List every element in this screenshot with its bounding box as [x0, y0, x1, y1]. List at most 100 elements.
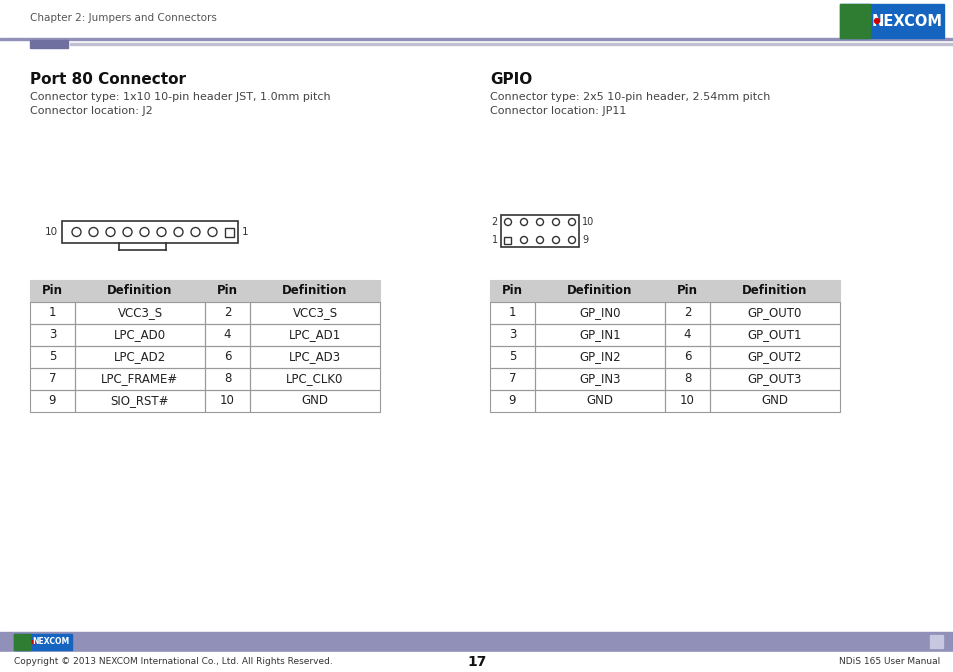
- Bar: [75, 302, 205, 324]
- Text: GP_IN2: GP_IN2: [578, 351, 620, 364]
- Bar: [535, 324, 664, 346]
- Bar: [490, 324, 535, 346]
- Bar: [250, 302, 379, 324]
- Text: LPC_FRAME#: LPC_FRAME#: [101, 372, 178, 386]
- Text: 4: 4: [683, 329, 691, 341]
- Bar: [0, 0, 953, 38]
- Text: GND: GND: [760, 394, 788, 407]
- Text: LPC_AD2: LPC_AD2: [113, 351, 166, 364]
- Bar: [504, 237, 511, 243]
- Text: Connector location: JP11: Connector location: JP11: [490, 106, 626, 116]
- Bar: [664, 346, 709, 368]
- Text: Chapter 2: Jumpers and Connectors: Chapter 2: Jumpers and Connectors: [30, 13, 216, 23]
- Text: 9: 9: [508, 394, 516, 407]
- Bar: [535, 390, 664, 412]
- Text: VCC3_S: VCC3_S: [293, 306, 337, 319]
- Bar: [205, 280, 250, 302]
- Bar: [250, 324, 379, 346]
- Text: 2: 2: [224, 306, 231, 319]
- Bar: [709, 324, 840, 346]
- Bar: [75, 280, 205, 302]
- Bar: [75, 324, 205, 346]
- Text: 6: 6: [224, 351, 231, 364]
- Bar: [205, 390, 250, 412]
- Bar: [30, 368, 75, 390]
- Bar: [0, 38, 953, 40]
- Bar: [70, 43, 953, 44]
- Text: GP_OUT2: GP_OUT2: [747, 351, 801, 364]
- Bar: [664, 368, 709, 390]
- Text: GND: GND: [301, 394, 328, 407]
- Bar: [709, 302, 840, 324]
- Bar: [664, 302, 709, 324]
- Circle shape: [32, 640, 36, 644]
- Text: 1: 1: [492, 235, 497, 245]
- Text: 1: 1: [508, 306, 516, 319]
- Text: 6: 6: [683, 351, 691, 364]
- Text: GP_OUT3: GP_OUT3: [747, 372, 801, 386]
- Bar: [664, 390, 709, 412]
- Bar: [30, 302, 75, 324]
- Bar: [664, 280, 709, 302]
- Text: 10: 10: [581, 217, 594, 227]
- Bar: [250, 346, 379, 368]
- Bar: [30, 324, 75, 346]
- Text: GP_OUT1: GP_OUT1: [747, 329, 801, 341]
- Text: GP_IN0: GP_IN0: [578, 306, 620, 319]
- Bar: [205, 324, 250, 346]
- Bar: [75, 368, 205, 390]
- Text: NEXCOM: NEXCOM: [32, 638, 70, 646]
- Text: NEXCOM: NEXCOM: [871, 13, 942, 28]
- Text: 1: 1: [242, 227, 249, 237]
- Text: 10: 10: [45, 227, 58, 237]
- Bar: [250, 280, 379, 302]
- Text: Definition: Definition: [567, 284, 632, 298]
- Text: Connector location: J2: Connector location: J2: [30, 106, 152, 116]
- Bar: [929, 642, 935, 648]
- Bar: [490, 346, 535, 368]
- Bar: [30, 40, 68, 48]
- Bar: [250, 390, 379, 412]
- Bar: [535, 346, 664, 368]
- Bar: [490, 302, 535, 324]
- Text: 3: 3: [508, 329, 516, 341]
- Text: NDiS 165 User Manual: NDiS 165 User Manual: [838, 657, 939, 667]
- Bar: [30, 346, 75, 368]
- Bar: [929, 635, 935, 641]
- Circle shape: [874, 19, 879, 24]
- Text: LPC_CLK0: LPC_CLK0: [286, 372, 343, 386]
- Text: 1: 1: [49, 306, 56, 319]
- Bar: [709, 390, 840, 412]
- Bar: [75, 346, 205, 368]
- Text: Definition: Definition: [741, 284, 807, 298]
- Bar: [205, 302, 250, 324]
- Text: Copyright © 2013 NEXCOM International Co., Ltd. All Rights Reserved.: Copyright © 2013 NEXCOM International Co…: [14, 657, 333, 667]
- Text: SIO_RST#: SIO_RST#: [111, 394, 169, 407]
- Bar: [535, 302, 664, 324]
- Bar: [14, 634, 30, 650]
- Text: 4: 4: [224, 329, 231, 341]
- Bar: [709, 368, 840, 390]
- Text: 2: 2: [683, 306, 691, 319]
- Bar: [500, 215, 578, 247]
- Bar: [664, 324, 709, 346]
- Text: GP_IN1: GP_IN1: [578, 329, 620, 341]
- Bar: [936, 635, 942, 641]
- Bar: [0, 632, 953, 652]
- Bar: [62, 221, 237, 243]
- Bar: [225, 228, 233, 237]
- Bar: [490, 368, 535, 390]
- Bar: [205, 368, 250, 390]
- Bar: [14, 634, 71, 650]
- Text: Connector type: 2x5 10-pin header, 2.54mm pitch: Connector type: 2x5 10-pin header, 2.54m…: [490, 92, 770, 102]
- Text: 5: 5: [508, 351, 516, 364]
- Bar: [75, 390, 205, 412]
- Bar: [250, 368, 379, 390]
- Text: LPC_AD1: LPC_AD1: [289, 329, 341, 341]
- Text: LPC_AD3: LPC_AD3: [289, 351, 341, 364]
- Bar: [490, 280, 535, 302]
- Text: Pin: Pin: [501, 284, 522, 298]
- Text: 9: 9: [49, 394, 56, 407]
- Bar: [936, 642, 942, 648]
- Bar: [535, 368, 664, 390]
